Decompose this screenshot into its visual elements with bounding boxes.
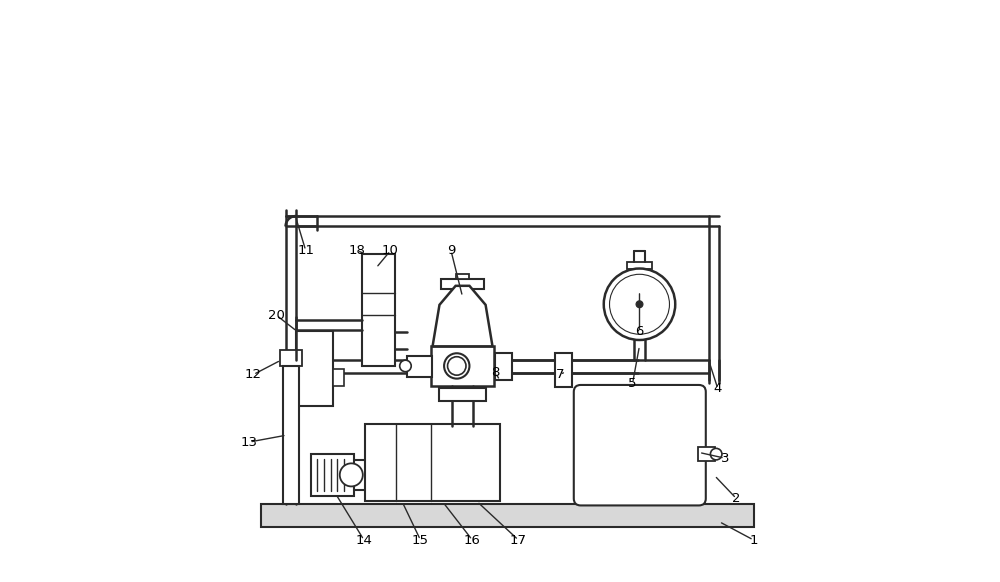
Text: 7: 7 (556, 368, 564, 381)
Text: 1: 1 (749, 534, 758, 546)
Text: 3: 3 (721, 452, 729, 464)
Bar (333, 369, 344, 386)
Circle shape (710, 448, 722, 460)
Bar (698, 446, 715, 461)
Circle shape (340, 463, 363, 487)
Text: 12: 12 (245, 368, 262, 381)
Text: 15: 15 (412, 534, 429, 546)
Bar (495, 353, 512, 381)
Text: 5: 5 (628, 377, 637, 390)
Bar (362, 254, 395, 366)
Bar (283, 366, 299, 504)
Circle shape (610, 274, 669, 334)
Circle shape (400, 360, 411, 372)
Bar (407, 356, 432, 378)
Bar (555, 353, 572, 387)
Text: 2: 2 (732, 492, 741, 505)
Text: 9: 9 (447, 244, 455, 257)
Bar (627, 261, 652, 268)
Text: 4: 4 (714, 382, 722, 396)
Circle shape (448, 357, 466, 375)
Text: 20: 20 (268, 308, 285, 322)
Bar (261, 504, 754, 527)
Bar (311, 454, 354, 496)
Circle shape (604, 268, 675, 340)
Bar (431, 346, 494, 385)
Text: 17: 17 (510, 534, 527, 546)
Text: 14: 14 (356, 534, 372, 546)
Text: 13: 13 (241, 435, 258, 449)
Text: 8: 8 (491, 366, 500, 379)
Text: 11: 11 (297, 244, 314, 257)
Polygon shape (433, 286, 493, 346)
Bar (439, 388, 486, 400)
Bar (296, 331, 333, 406)
FancyBboxPatch shape (574, 385, 706, 505)
Circle shape (636, 301, 643, 308)
Text: 18: 18 (349, 244, 365, 257)
Bar (280, 350, 302, 366)
Text: 16: 16 (464, 534, 481, 546)
Circle shape (444, 353, 469, 379)
Text: 10: 10 (382, 244, 399, 257)
Text: 6: 6 (635, 325, 644, 338)
Bar (365, 424, 500, 502)
Bar (456, 274, 469, 279)
Bar (441, 279, 484, 289)
